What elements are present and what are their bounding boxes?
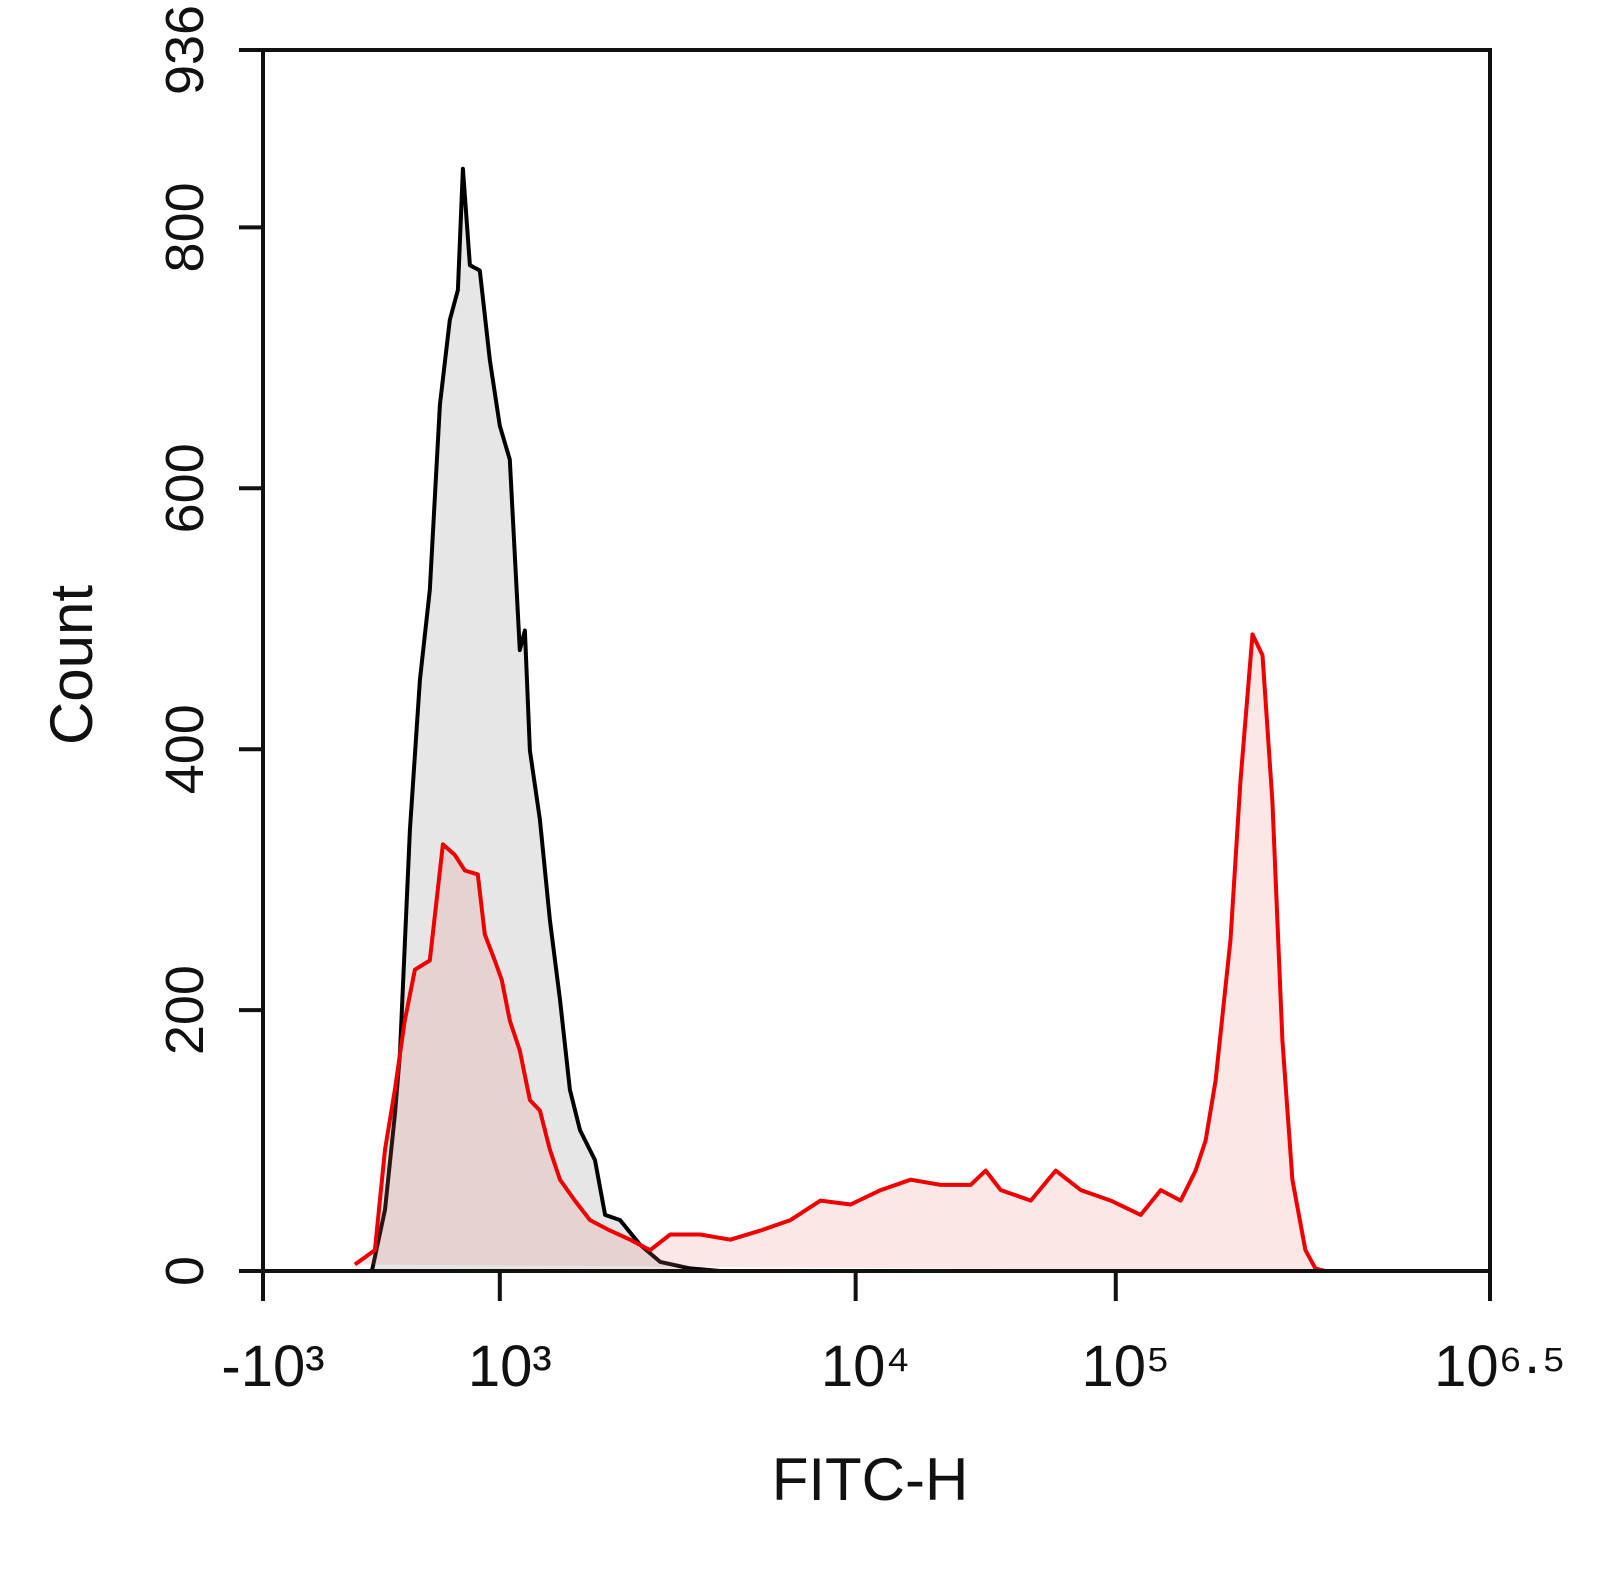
y-tick-label: 200 <box>155 965 215 1055</box>
y-tick-label: 800 <box>155 182 215 272</box>
x-tick-label: 10⁶·⁵ <box>1434 1334 1566 1399</box>
plot-frame <box>261 48 1492 1273</box>
histogram-line <box>353 632 1326 1273</box>
x-tick-label: -10³ <box>221 1334 324 1399</box>
x-axis-label: FITC-H <box>772 1446 969 1513</box>
y-tick-label: 936 <box>155 5 215 95</box>
y-tick-label: 600 <box>155 443 215 533</box>
histogram-line <box>360 166 721 1273</box>
x-tick-label: 10³ <box>468 1334 552 1399</box>
x-tick-label: 10⁵ <box>1081 1334 1170 1399</box>
y-tick-label: 0 <box>155 1256 215 1286</box>
x-tick-label: 10⁴ <box>821 1334 910 1399</box>
y-tick-label: 400 <box>155 704 215 794</box>
y-axis-label: Count <box>38 585 105 745</box>
